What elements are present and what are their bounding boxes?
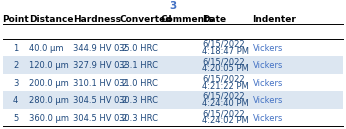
Text: 6/15/2022: 6/15/2022 xyxy=(202,92,245,101)
Text: Vickers: Vickers xyxy=(253,44,283,53)
Text: 40.0 μm: 40.0 μm xyxy=(29,44,64,53)
Text: 200.0 μm: 200.0 μm xyxy=(29,79,69,88)
Text: 3: 3 xyxy=(170,1,176,11)
Text: Vickers: Vickers xyxy=(253,61,283,70)
Text: 2: 2 xyxy=(13,61,18,70)
Text: 5: 5 xyxy=(13,114,18,123)
Text: Point: Point xyxy=(2,15,29,25)
Text: 4:24:40 PM: 4:24:40 PM xyxy=(202,99,249,108)
Text: 35.0 HRC: 35.0 HRC xyxy=(119,44,158,53)
Text: Vickers: Vickers xyxy=(253,114,283,123)
Text: Date: Date xyxy=(202,15,227,25)
Text: 31.0 HRC: 31.0 HRC xyxy=(119,79,158,88)
Text: 4:21:22 PM: 4:21:22 PM xyxy=(202,82,249,91)
Text: 6/15/2022: 6/15/2022 xyxy=(202,75,245,84)
Text: Distance: Distance xyxy=(29,15,74,25)
Text: 6/15/2022: 6/15/2022 xyxy=(202,109,245,118)
Text: 280.0 μm: 280.0 μm xyxy=(29,96,69,105)
Text: 30.3 HRC: 30.3 HRC xyxy=(119,114,158,123)
Text: 304.5 HV 0.2: 304.5 HV 0.2 xyxy=(73,114,127,123)
Text: Converted: Converted xyxy=(119,15,172,25)
Text: 304.5 HV 0.2: 304.5 HV 0.2 xyxy=(73,96,127,105)
Text: Vickers: Vickers xyxy=(253,79,283,88)
FancyBboxPatch shape xyxy=(3,57,343,74)
Text: 1: 1 xyxy=(13,44,18,53)
Text: 4: 4 xyxy=(13,96,18,105)
Text: 30.3 HRC: 30.3 HRC xyxy=(119,96,158,105)
Text: 327.9 HV 0.2: 327.9 HV 0.2 xyxy=(73,61,127,70)
Text: Indenter: Indenter xyxy=(253,15,297,25)
Text: 4:20:05 PM: 4:20:05 PM xyxy=(202,64,249,73)
Text: 120.0 μm: 120.0 μm xyxy=(29,61,69,70)
Text: 360.0 μm: 360.0 μm xyxy=(29,114,70,123)
Text: 310.1 HV 0.2: 310.1 HV 0.2 xyxy=(73,79,127,88)
Text: 33.1 HRC: 33.1 HRC xyxy=(119,61,158,70)
Text: 3: 3 xyxy=(13,79,18,88)
Text: Comments: Comments xyxy=(161,15,215,25)
Text: Vickers: Vickers xyxy=(253,96,283,105)
Text: Hardness: Hardness xyxy=(73,15,121,25)
FancyBboxPatch shape xyxy=(3,91,343,109)
Text: 6/15/2022: 6/15/2022 xyxy=(202,40,245,49)
Text: 4:18:47 PM: 4:18:47 PM xyxy=(202,47,249,56)
Text: 4:24:02 PM: 4:24:02 PM xyxy=(202,116,249,125)
Text: 344.9 HV 0.2: 344.9 HV 0.2 xyxy=(73,44,127,53)
Text: 6/15/2022: 6/15/2022 xyxy=(202,57,245,66)
